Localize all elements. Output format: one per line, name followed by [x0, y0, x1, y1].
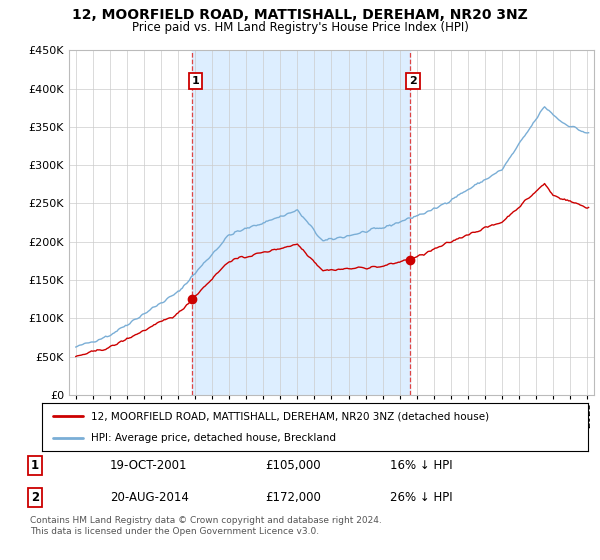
Text: 2: 2	[409, 76, 417, 86]
Text: £172,000: £172,000	[265, 491, 321, 504]
Text: 2: 2	[31, 491, 39, 504]
Text: HPI: Average price, detached house, Breckland: HPI: Average price, detached house, Brec…	[91, 433, 336, 443]
Text: 20-AUG-2014: 20-AUG-2014	[110, 491, 189, 504]
Text: 16% ↓ HPI: 16% ↓ HPI	[390, 459, 452, 472]
Text: £105,000: £105,000	[265, 459, 320, 472]
Text: 19-OCT-2001: 19-OCT-2001	[110, 459, 187, 472]
Text: 1: 1	[31, 459, 39, 472]
Text: 12, MOORFIELD ROAD, MATTISHALL, DEREHAM, NR20 3NZ: 12, MOORFIELD ROAD, MATTISHALL, DEREHAM,…	[72, 8, 528, 22]
Text: Price paid vs. HM Land Registry's House Price Index (HPI): Price paid vs. HM Land Registry's House …	[131, 21, 469, 34]
Text: 1: 1	[192, 76, 200, 86]
Bar	[192, 50, 410, 395]
Text: 26% ↓ HPI: 26% ↓ HPI	[390, 491, 452, 504]
Text: 12, MOORFIELD ROAD, MATTISHALL, DEREHAM, NR20 3NZ (detached house): 12, MOORFIELD ROAD, MATTISHALL, DEREHAM,…	[91, 411, 489, 421]
Text: Contains HM Land Registry data © Crown copyright and database right 2024.
This d: Contains HM Land Registry data © Crown c…	[30, 516, 382, 536]
